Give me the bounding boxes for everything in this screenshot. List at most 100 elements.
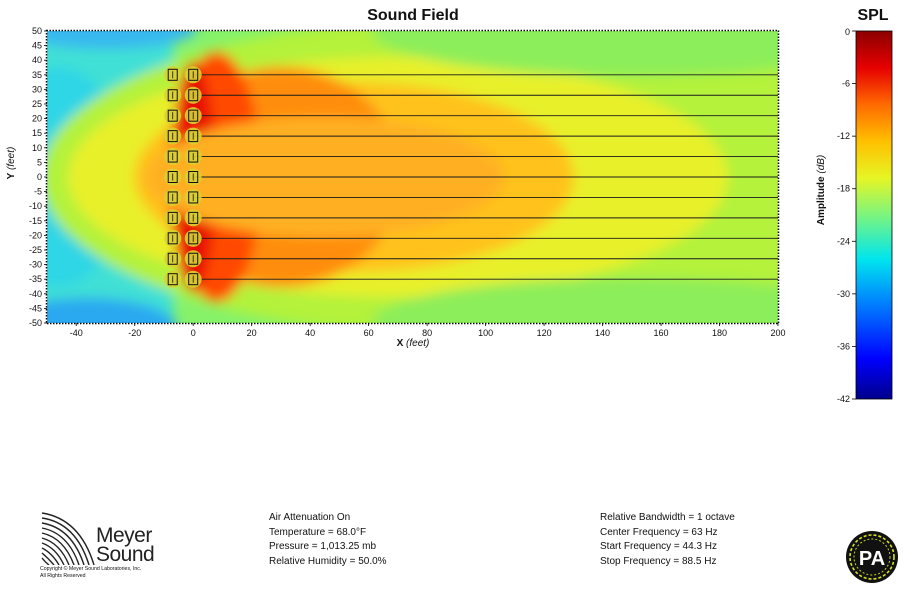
- y-tick-label-6: 20: [32, 114, 42, 124]
- start-frequency-text: Start Frequency = 44.3 Hz: [600, 541, 718, 552]
- x-tick-label-3: 20: [247, 328, 257, 338]
- y-tick-label-10: 0: [37, 172, 42, 182]
- speaker-1-5: [184, 168, 202, 186]
- y-axis: 50454035302520151050-5-10-15-20-25-30-35…: [29, 26, 47, 328]
- y-tick-label-18: -40: [29, 289, 42, 299]
- y-axis-label: Y: [6, 172, 17, 179]
- y-tick-label-19: -45: [29, 303, 42, 313]
- speaker-lines: [193, 74, 778, 280]
- colorbar-tick-label-2: -12: [837, 131, 850, 141]
- colorbar-ticks: 0 -6 -12 -18 -24 -30 -36 -42: [837, 27, 856, 404]
- field-layer-rear-top: [47, 31, 197, 49]
- y-tick-label-7: 15: [32, 128, 42, 138]
- x-tick-label-7: 100: [478, 328, 493, 338]
- speaker-0-2: [164, 107, 182, 125]
- speaker-1-3: [184, 127, 202, 145]
- x-tick-label-0: -40: [70, 328, 83, 338]
- y-axis-unit: (feet): [6, 147, 17, 170]
- y-tick-label-4: 30: [32, 84, 42, 94]
- environment-info: Air Attenuation On Temperature = 68.0°F …: [269, 511, 387, 569]
- colorbar-tick-label-0: 0: [845, 27, 850, 37]
- logo-copyright: Copyright © Meyer Sound Laboratories, In…: [40, 566, 142, 572]
- speaker-1-8: [184, 229, 202, 247]
- pa-badge-text: PA: [859, 548, 885, 570]
- speaker-1-10: [184, 270, 202, 288]
- temperature-text: Temperature = 68.0°F: [269, 526, 367, 538]
- logo-rights: All Rights Reserved: [40, 573, 86, 579]
- x-axis: -40 -20 0 20 40 60 80 100 120 140 160 180 200: [70, 323, 786, 338]
- colorbar-label: Amplitude (dB): [816, 155, 827, 226]
- colorbar-title: SPL: [857, 7, 888, 24]
- colorbar-label-unit: (dB): [816, 155, 827, 174]
- colorbar-tick-label-1: -6: [842, 79, 850, 89]
- sound-field-heatmap: [47, 31, 778, 323]
- colorbar-tick-label-5: -30: [837, 289, 850, 299]
- speaker-0-9: [164, 250, 182, 268]
- speaker-0-7: [164, 209, 182, 227]
- bandwidth-text: Relative Bandwidth = 1 octave: [600, 512, 735, 523]
- y-tick-label-2: 40: [32, 55, 42, 65]
- x-axis-title: X (feet): [397, 338, 430, 349]
- y-tick-label-8: 10: [32, 143, 42, 153]
- speaker-0-0: [164, 66, 182, 84]
- colorbar-tick-label-6: -36: [837, 341, 850, 351]
- humidity-text: Relative Humidity = 50.0%: [269, 555, 387, 567]
- field-layer-top-edge: [371, 31, 778, 76]
- speaker-0-5: [164, 168, 182, 186]
- logo-line1: Meyer: [96, 524, 152, 547]
- y-tick-label-11: -5: [34, 187, 42, 197]
- meyer-sound-wave-icon: [41, 512, 95, 565]
- x-tick-label-2: 0: [191, 328, 196, 338]
- y-axis-title: Y (feet): [6, 147, 17, 180]
- colorbar-tick-label-3: -18: [837, 184, 850, 194]
- sound-field-color-layers: [47, 31, 778, 323]
- x-tick-label-4: 40: [305, 328, 315, 338]
- speaker-array: [164, 66, 202, 288]
- frequency-info: Relative Bandwidth = 1 octave Center Fre…: [600, 511, 735, 569]
- field-layer-rear-bottom: [47, 298, 176, 323]
- y-tick-label-17: -35: [29, 274, 42, 284]
- field-layer-bottom-edge: [371, 278, 778, 323]
- colorbar-tick-label-4: -24: [837, 236, 850, 246]
- pa-badge: PA: [846, 531, 898, 583]
- y-tick-label-16: -30: [29, 260, 42, 270]
- y-tick-label-14: -20: [29, 230, 42, 240]
- speaker-0-3: [164, 127, 182, 145]
- speaker-1-7: [184, 209, 202, 227]
- speaker-1-2: [184, 107, 202, 125]
- y-tick-label-1: 45: [32, 41, 42, 51]
- x-axis-label: X: [397, 338, 404, 349]
- y-tick-label-20: -50: [29, 318, 42, 328]
- speaker-0-8: [164, 229, 182, 247]
- speaker-1-4: [184, 148, 202, 166]
- speaker-1-6: [184, 188, 202, 206]
- y-tick-label-0: 50: [32, 26, 42, 36]
- speaker-1-0: [184, 66, 202, 84]
- speaker-0-6: [164, 188, 182, 206]
- plot-title: Sound Field: [367, 7, 459, 24]
- speaker-1-1: [184, 86, 202, 104]
- x-axis-unit: (feet): [406, 338, 429, 349]
- pressure-text: Pressure = 1,013.25 mb: [269, 541, 377, 552]
- stop-frequency-text: Stop Frequency = 88.5 Hz: [600, 555, 717, 567]
- logo-line2: Sound: [96, 543, 155, 566]
- colorbar-label-text: Amplitude: [816, 176, 827, 225]
- y-tick-label-3: 35: [32, 70, 42, 80]
- air-attenuation-text: Air Attenuation On: [269, 512, 351, 523]
- y-tick-label-12: -10: [29, 201, 42, 211]
- x-tick-label-8: 120: [537, 328, 552, 338]
- y-tick-label-5: 25: [32, 99, 42, 109]
- center-frequency-text: Center Frequency = 63 Hz: [600, 526, 718, 538]
- x-tick-label-5: 60: [364, 328, 374, 338]
- colorbar: [855, 30, 893, 400]
- y-tick-label-15: -25: [29, 245, 42, 255]
- colorbar-tick-label-7: -42: [837, 394, 850, 404]
- x-tick-label-10: 160: [654, 328, 669, 338]
- meyer-sound-logo: Meyer Sound Copyright © Meyer Sound Labo…: [40, 511, 170, 583]
- x-tick-label-12: 200: [770, 328, 785, 338]
- x-tick-label-9: 140: [595, 328, 610, 338]
- x-tick-label-1: -20: [128, 328, 141, 338]
- speaker-0-10: [164, 270, 182, 288]
- x-tick-label-6: 80: [422, 328, 432, 338]
